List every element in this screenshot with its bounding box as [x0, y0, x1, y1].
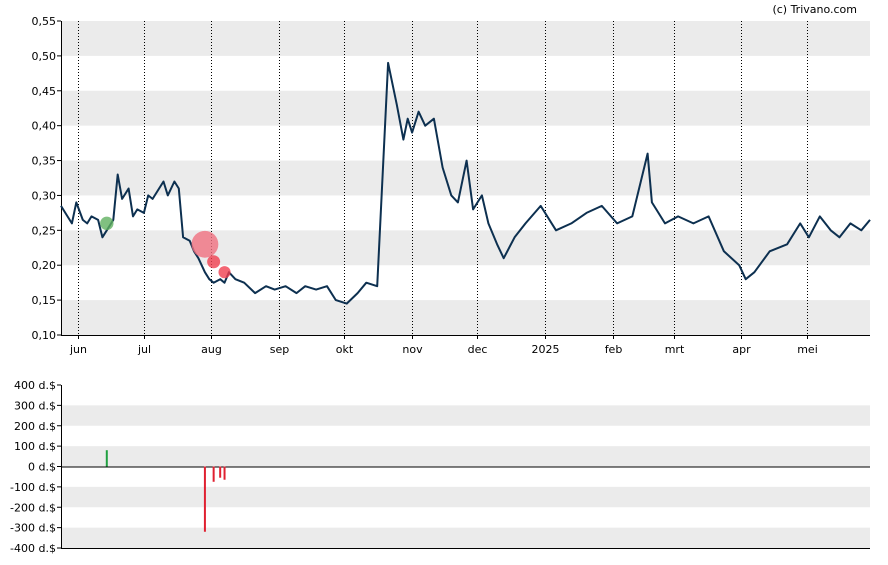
x-tick-label: jul	[137, 343, 151, 356]
grid-band	[61, 21, 870, 56]
price-line	[60, 61, 871, 305]
x-tick-label: aug	[201, 343, 222, 356]
x-tick-label: sep	[270, 343, 289, 356]
grid-band	[61, 405, 870, 426]
y-tick-label: -100 d.$	[10, 481, 56, 494]
y-tick-label: 200 d.$	[14, 420, 56, 433]
x-tick-label: jun	[69, 343, 87, 356]
sell-marker	[207, 255, 221, 269]
y-tick-label: 0,45	[32, 85, 57, 98]
x-tick-label: feb	[605, 343, 623, 356]
x-tick-label: mei	[797, 343, 818, 356]
sell-marker	[218, 266, 231, 279]
y-tick-label: -300 d.$	[10, 522, 56, 535]
x-tick-label: dec	[468, 343, 488, 356]
y-tick-label: 0,50	[32, 50, 57, 63]
y-tick-label: 0 d.$	[28, 461, 56, 474]
y-tick-label: 0,15	[32, 294, 57, 307]
grid-band	[61, 300, 870, 335]
price-chart: 0,10 0,15 0,20 0,25 0,30 0,35 0,40 0,45 0,50 0,55…	[32, 15, 871, 356]
transactions-chart: -400 d.$ -300 d.$ -200 d.$ -100 d.$ 0 d.$ 100…	[10, 379, 870, 555]
grid-band	[61, 446, 870, 467]
y-tick-label: 0,25	[32, 224, 57, 237]
grid-band	[61, 90, 870, 126]
buy-marker	[100, 216, 114, 231]
grid-band	[61, 527, 870, 548]
y-tick-label: 0,30	[32, 189, 57, 202]
sell-marker	[191, 230, 219, 258]
x-tick-label: 2025	[532, 343, 560, 356]
y-tick-label: 300 d.$	[14, 399, 56, 412]
y-tick-label: 400 d.$	[14, 379, 56, 392]
y-tick-label: 100 d.$	[14, 440, 56, 453]
x-tick-label: apr	[732, 343, 751, 356]
x-tick-label: mrt	[665, 343, 685, 356]
y-tick-label: 0,10	[32, 329, 57, 342]
y-tick-label: -400 d.$	[10, 542, 56, 555]
credit-label: (c) Trivano.com	[772, 3, 857, 16]
y-tick-label: 0,35	[32, 155, 57, 168]
y-tick-label: 0,20	[32, 259, 57, 272]
y-tick-label: 0,55	[32, 15, 57, 28]
y-tick-label: -200 d.$	[10, 501, 56, 514]
x-tick-label: nov	[402, 343, 423, 356]
x-tick-label: okt	[336, 343, 354, 356]
y-tick-label: 0,40	[32, 120, 57, 133]
grid-band	[61, 486, 870, 508]
